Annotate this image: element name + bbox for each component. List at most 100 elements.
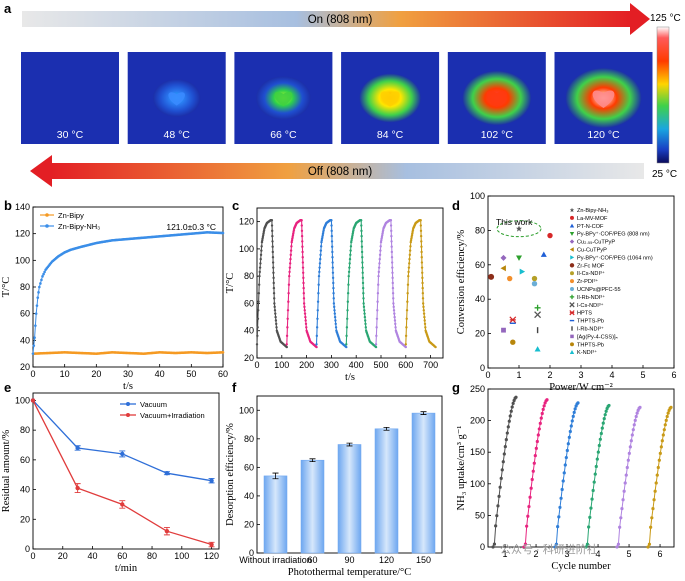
data-point: [497, 494, 501, 498]
data-point: [315, 334, 319, 338]
data-point: [604, 409, 608, 413]
data-point: [285, 334, 289, 338]
data-point: [391, 286, 395, 290]
data-point: [569, 424, 573, 428]
data-point: [316, 317, 319, 320]
x-tick-label: 40: [155, 369, 165, 379]
data-point: [526, 514, 530, 518]
data-point: [391, 292, 395, 295]
x-tick-label: 0: [30, 369, 35, 379]
data-point: [349, 253, 352, 257]
data-point: [362, 297, 365, 300]
legend-label: Cu-CuTPyP: [577, 248, 607, 254]
data-point: [391, 266, 394, 269]
data-point: [507, 419, 511, 423]
data-point: [570, 419, 574, 423]
data-point: [500, 254, 507, 261]
data-point: [391, 271, 394, 274]
off-arrow-bar: [50, 163, 644, 179]
x-tick-label: 10: [60, 369, 70, 379]
data-point: [406, 300, 409, 303]
watermark: 公众号 · 科研进阶社: [500, 542, 598, 556]
on-arrow-bar: [22, 11, 632, 27]
data-point: [421, 302, 425, 305]
data-point: [316, 309, 319, 312]
data-point: [286, 326, 289, 329]
x-tick-label: 20: [91, 369, 101, 379]
y-tick-label: 40: [20, 335, 30, 345]
data-point: [272, 286, 276, 290]
data-point: [434, 345, 437, 349]
data-point: [271, 261, 275, 264]
y-tick-label: 60: [20, 455, 30, 465]
data-point: [561, 479, 565, 483]
data-point: [499, 476, 503, 480]
y-tick-label: 0: [249, 548, 254, 558]
data-point: [41, 275, 44, 278]
data-point: [362, 305, 366, 309]
y-tick-label: 0: [480, 363, 485, 373]
legend-label: Vacuum: [140, 400, 167, 409]
x-tick-label: 600: [398, 360, 413, 370]
plot-frame: [256, 207, 444, 359]
data-point: [302, 297, 306, 300]
data-point: [421, 276, 424, 280]
x-tick-label: 100: [174, 551, 189, 561]
data-point: [405, 326, 408, 329]
data-point: [422, 309, 425, 312]
data-point: [286, 309, 290, 312]
data-point: [375, 334, 378, 338]
y-tick-label: 80: [20, 282, 30, 292]
error-bar: [309, 458, 316, 463]
y-axis-label: T/°C: [1, 277, 12, 298]
data-point: [315, 345, 318, 349]
data-point: [585, 542, 590, 546]
tile-temperature: 66 °C: [270, 129, 297, 141]
annotation: This work: [496, 217, 533, 227]
panel-b-letter: b: [4, 198, 12, 213]
data-point: [570, 279, 574, 284]
data-point: [347, 274, 350, 278]
tile-temperature: 120 °C: [587, 129, 620, 141]
data-point: [360, 229, 363, 233]
data-point: [393, 315, 396, 319]
data-point: [588, 515, 592, 520]
data-point: [346, 300, 350, 303]
data-point: [332, 286, 335, 290]
x-tick-label: 5: [640, 370, 645, 380]
data-point: [334, 319, 337, 322]
x-tick-label: 120: [204, 551, 219, 561]
data-point: [392, 297, 395, 300]
legend-label: I-Cs-NDI³⁺: [577, 302, 604, 309]
data-point: [303, 312, 307, 315]
data-point: [348, 262, 351, 265]
data-point: [420, 266, 424, 269]
data-point: [569, 247, 574, 252]
cycle-line: [286, 219, 317, 348]
bar: [300, 459, 325, 554]
data-point: [361, 281, 365, 285]
data-point: [404, 345, 407, 349]
data-point: [270, 224, 274, 227]
data-point: [651, 507, 655, 511]
data-point: [271, 256, 275, 259]
data-point: [509, 409, 513, 413]
data-point: [592, 480, 596, 484]
y-tick-label: 150: [470, 447, 485, 457]
y-tick-label: 40: [244, 326, 254, 336]
data-point: [260, 249, 263, 252]
data-point: [317, 292, 320, 295]
data-point: [390, 240, 393, 243]
data-point: [374, 345, 378, 349]
y-tick-label: 60: [244, 298, 254, 308]
data-point: [629, 439, 633, 443]
data-point: [330, 229, 333, 233]
data-point: [538, 421, 542, 425]
data-point: [500, 468, 504, 472]
x-tick-label: 60: [307, 555, 317, 565]
data-point: [347, 270, 351, 274]
data-point: [260, 245, 263, 248]
y-tick-label: 0: [25, 544, 30, 554]
panel-a-letter: a: [4, 1, 12, 16]
